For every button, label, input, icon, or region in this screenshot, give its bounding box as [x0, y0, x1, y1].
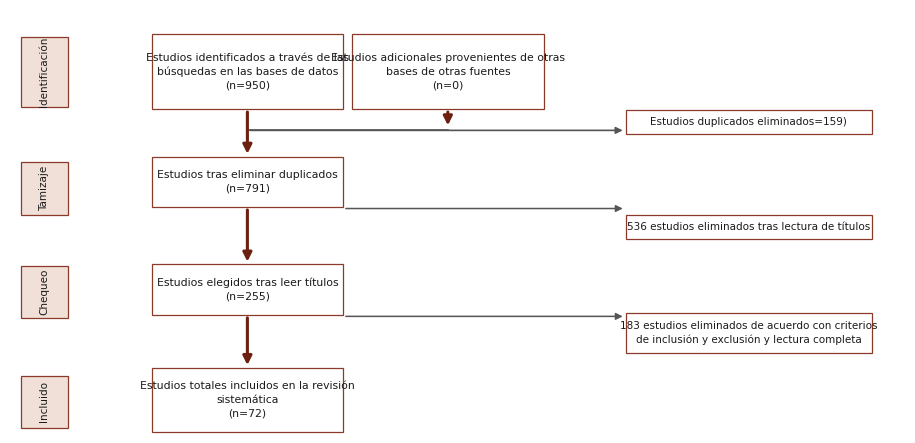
Bar	[20, 37, 68, 107]
Bar	[20, 162, 68, 215]
Text: Estudios tras eliminar duplicados
(n=791): Estudios tras eliminar duplicados (n=791…	[157, 170, 338, 194]
Text: Estudios identificados a través de las
búsquedas en las bases de datos
(n=950): Estudios identificados a través de las b…	[145, 53, 349, 91]
Text: Incluido: Incluido	[39, 381, 49, 423]
Text: 183 estudios eliminados de acuerdo con criterios
de inclusión y exclusión y lect: 183 estudios eliminados de acuerdo con c…	[619, 321, 877, 345]
Bar	[20, 376, 68, 428]
Bar	[152, 156, 343, 207]
Text: Identificación: Identificación	[39, 37, 49, 107]
Text: Estudios duplicados eliminados=159): Estudios duplicados eliminados=159)	[650, 117, 847, 127]
Bar	[20, 265, 68, 319]
Bar	[626, 215, 871, 239]
Text: Estudios elegidos tras leer títulos
(n=255): Estudios elegidos tras leer títulos (n=2…	[156, 278, 339, 302]
Bar	[626, 110, 871, 134]
Text: Chequeo: Chequeo	[39, 269, 49, 315]
Text: 536 estudios eliminados tras lectura de títulos: 536 estudios eliminados tras lectura de …	[627, 222, 870, 232]
Bar	[152, 368, 343, 432]
Text: Estudios adicionales provenientes de otras
bases de otras fuentes
(n=0): Estudios adicionales provenientes de otr…	[331, 53, 565, 90]
Text: Estudios totales incluidos en la revisión
sistemática
(n=72): Estudios totales incluidos en la revisió…	[140, 381, 355, 418]
Bar	[152, 35, 343, 109]
Bar	[352, 35, 544, 109]
Bar	[152, 264, 343, 315]
Text: Tamizaje: Tamizaje	[39, 166, 49, 211]
Bar	[626, 313, 871, 353]
